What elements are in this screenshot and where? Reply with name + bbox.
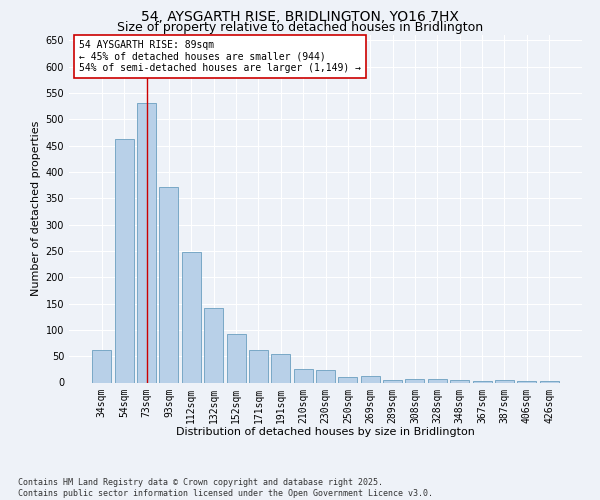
Bar xyxy=(428,379,447,382)
Text: 54, AYSGARTH RISE, BRIDLINGTON, YO16 7HX: 54, AYSGARTH RISE, BRIDLINGTON, YO16 7HX xyxy=(141,10,459,24)
Bar xyxy=(293,370,313,382)
Bar xyxy=(383,380,402,382)
Text: Contains HM Land Registry data © Crown copyright and database right 2025.
Contai: Contains HM Land Registry data © Crown c… xyxy=(18,478,433,498)
Bar xyxy=(115,139,134,382)
Text: 54 AYSGARTH RISE: 89sqm
← 45% of detached houses are smaller (944)
54% of semi-d: 54 AYSGARTH RISE: 89sqm ← 45% of detache… xyxy=(79,40,361,74)
Bar xyxy=(160,186,178,382)
Bar xyxy=(495,380,514,382)
Y-axis label: Number of detached properties: Number of detached properties xyxy=(31,121,41,296)
Bar xyxy=(182,252,201,382)
Bar xyxy=(450,380,469,382)
Bar xyxy=(249,350,268,382)
Bar xyxy=(227,334,245,382)
Bar xyxy=(316,370,335,382)
Bar xyxy=(338,377,358,382)
Bar xyxy=(361,376,380,382)
Bar xyxy=(271,354,290,382)
Bar xyxy=(92,350,112,382)
Bar xyxy=(137,104,156,382)
Bar xyxy=(204,308,223,382)
Bar xyxy=(406,379,424,382)
Text: Size of property relative to detached houses in Bridlington: Size of property relative to detached ho… xyxy=(117,21,483,34)
X-axis label: Distribution of detached houses by size in Bridlington: Distribution of detached houses by size … xyxy=(176,427,475,437)
